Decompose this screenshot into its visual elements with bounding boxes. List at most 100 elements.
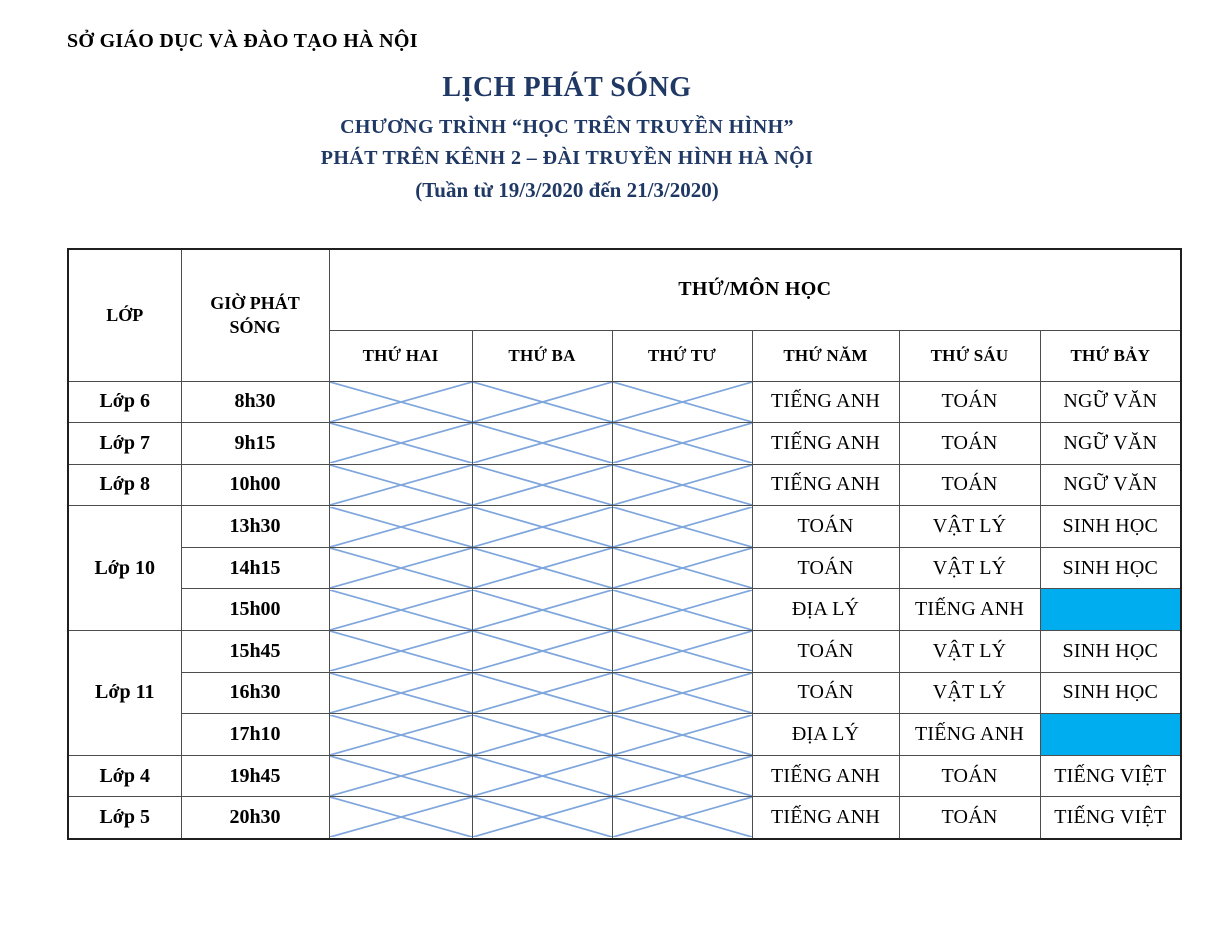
cross-icon	[330, 548, 472, 588]
cross-icon	[613, 423, 752, 463]
cross-icon	[330, 382, 472, 422]
schedule-row: 17h10 ĐỊA LÝ TIẾNG ANH	[68, 713, 1182, 756]
cross-icon	[473, 631, 612, 671]
subject-cell: VẬT LÝ	[898, 671, 1041, 715]
cross-icon	[613, 465, 752, 505]
subject-cell: TIẾNG VIỆT	[1039, 754, 1182, 798]
cross-icon	[613, 631, 752, 671]
crossed-out-cell	[471, 546, 613, 590]
cross-icon	[613, 548, 752, 588]
crossed-out-cell	[471, 713, 613, 756]
subject-cell: SINH HỌC	[1039, 546, 1182, 590]
crossed-out-cell	[328, 796, 473, 840]
subject-cell: TOÁN	[751, 546, 900, 590]
crossed-out-cell	[471, 630, 613, 673]
schedule-row: Lớp 6 8h30 TIẾNG ANH TOÁN NGỮ VĂN	[67, 380, 1182, 424]
subject-cell: NGỮ VĂN	[1039, 463, 1182, 507]
crossed-out-cell	[611, 671, 753, 715]
crossed-out-cell	[328, 713, 473, 756]
class-cell: Lớp 8	[67, 463, 182, 507]
class-cell: Lớp 4	[67, 754, 182, 798]
subject-cell: SINH HỌC	[1039, 630, 1182, 673]
crossed-out-cell	[611, 713, 753, 756]
subject-cell: TOÁN	[898, 796, 1041, 840]
week-range: (Tuần từ 19/3/2020 đến 21/3/2020)	[415, 178, 719, 202]
subject-cell: TOÁN	[751, 505, 900, 548]
org-header: SỞ GIÁO DỤC VÀ ĐÀO TẠO HÀ NỘI	[67, 30, 418, 52]
subject-cell: ĐỊA LÝ	[751, 713, 900, 756]
subject-cell: TIẾNG ANH	[751, 754, 900, 798]
subject-cell: TOÁN	[898, 422, 1041, 465]
broadcast-schedule-table: LỚP GIỜ PHÁT SÓNG THỨ/MÔN HỌC THỨ HAI TH…	[67, 248, 1183, 840]
cross-icon	[473, 423, 612, 463]
broadcast-time-cell: 10h00	[180, 463, 330, 507]
crossed-out-cell	[328, 546, 473, 590]
day-header-saturday: THỨ BẢY	[1039, 329, 1182, 382]
subject-cell: NGỮ VĂN	[1039, 422, 1182, 465]
schedule-row: Lớp 11 15h45 TOÁN VẬT LÝ SINH HỌC	[67, 630, 1182, 756]
day-header-tuesday: THỨ BA	[471, 329, 613, 382]
crossed-out-cell	[471, 796, 613, 840]
crossed-out-cell	[328, 463, 473, 507]
subject-cell: SINH HỌC	[1039, 671, 1182, 715]
time-column-header: GIỜ PHÁT SÓNG	[180, 248, 330, 382]
crossed-out-cell	[328, 754, 473, 798]
cross-icon	[330, 465, 472, 505]
crossed-out-cell	[471, 754, 613, 798]
subject-cell: TOÁN	[751, 630, 900, 673]
class-column-header: LỚP	[67, 248, 182, 382]
day-header-monday: THỨ HAI	[328, 329, 473, 382]
subject-cell: TIẾNG ANH	[898, 588, 1041, 632]
schedule-row: Lớp 10 13h30 TOÁN VẬT LÝ SINH HỌC	[67, 505, 1182, 632]
table-header-row-days: THỨ HAI THỨ BA THỨ TƯ THỨ NĂM THỨ SÁU TH…	[68, 329, 1182, 382]
cross-icon	[613, 507, 752, 547]
cross-icon	[473, 382, 612, 422]
class-cell: Lớp 10	[67, 505, 182, 632]
crossed-out-cell	[471, 463, 613, 507]
crossed-out-cell	[328, 671, 473, 715]
broadcast-time-cell: 16h30	[180, 671, 330, 715]
subject-cell: TIẾNG ANH	[751, 463, 900, 507]
subject-cell: TIẾNG ANH	[751, 380, 900, 424]
highlighted-empty-cell	[1039, 713, 1182, 756]
subject-cell: SINH HỌC	[1039, 505, 1182, 548]
cross-icon	[473, 673, 612, 713]
broadcast-time-cell: 19h45	[180, 754, 330, 798]
cross-icon	[473, 465, 612, 505]
crossed-out-cell	[471, 422, 613, 465]
cross-icon	[613, 715, 752, 755]
cross-icon	[330, 756, 472, 796]
cross-icon	[473, 797, 612, 837]
crossed-out-cell	[471, 380, 613, 424]
day-header-friday: THỨ SÁU	[898, 329, 1041, 382]
cross-icon	[613, 797, 752, 837]
cross-icon	[330, 715, 472, 755]
crossed-out-cell	[611, 796, 753, 840]
broadcast-time-cell: 17h10	[180, 713, 330, 756]
cross-icon	[613, 756, 752, 796]
day-header-wednesday: THỨ TƯ	[611, 329, 753, 382]
schedule-row: Lớp 5 20h30 TIẾNG ANH TOÁN TIẾNG VIỆT	[67, 796, 1182, 840]
day-subject-group-header: THỨ/MÔN HỌC	[328, 248, 1182, 331]
crossed-out-cell	[328, 588, 473, 632]
subject-cell: TOÁN	[751, 671, 900, 715]
schedule-row: Lớp 7 9h15 TIẾNG ANH TOÁN NGỮ VĂN	[67, 422, 1182, 465]
class-cell: Lớp 5	[67, 796, 182, 840]
cross-icon	[330, 797, 472, 837]
subject-cell: TIẾNG ANH	[751, 796, 900, 840]
cross-icon	[473, 715, 612, 755]
broadcast-time-cell: 15h00	[180, 588, 330, 632]
broadcast-time-cell: 20h30	[180, 796, 330, 840]
class-cell: Lớp 11	[67, 630, 182, 756]
schedule-row: 14h15 TOÁN VẬT LÝ SINH HỌC	[68, 546, 1182, 590]
subject-cell: ĐỊA LÝ	[751, 588, 900, 632]
title-block: LỊCH PHÁT SÓNG CHƯƠNG TRÌNH “HỌC TRÊN TR…	[67, 72, 1067, 206]
subject-cell: VẬT LÝ	[898, 630, 1041, 673]
crossed-out-cell	[611, 422, 753, 465]
cross-icon	[330, 590, 472, 630]
broadcast-time-cell: 8h30	[180, 380, 330, 424]
crossed-out-cell	[611, 380, 753, 424]
crossed-out-cell	[611, 546, 753, 590]
cross-icon	[330, 673, 472, 713]
